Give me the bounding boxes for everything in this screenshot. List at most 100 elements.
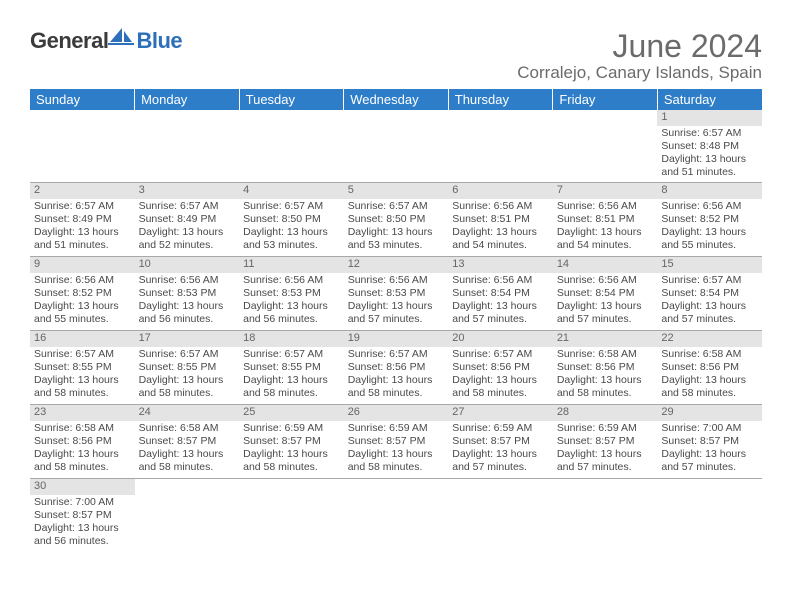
day-cell: 24Sunrise: 6:58 AMSunset: 8:57 PMDayligh…	[135, 405, 240, 479]
sunset-line: Sunset: 8:55 PM	[139, 361, 236, 374]
empty-cell	[239, 110, 344, 183]
day-number: 20	[448, 331, 553, 347]
sunrise-line: Sunrise: 6:59 AM	[243, 422, 340, 435]
daylight-line: Daylight: 13 hours and 55 minutes.	[661, 226, 758, 252]
day-number: 18	[239, 331, 344, 347]
day-cell: 9Sunrise: 6:56 AMSunset: 8:52 PMDaylight…	[30, 257, 135, 331]
day-cell: 18Sunrise: 6:57 AMSunset: 8:55 PMDayligh…	[239, 331, 344, 405]
day-cell: 14Sunrise: 6:56 AMSunset: 8:54 PMDayligh…	[553, 257, 658, 331]
day-number: 27	[448, 405, 553, 421]
sunrise-line: Sunrise: 6:56 AM	[452, 274, 549, 287]
title-block: June 2024 Corralejo, Canary Islands, Spa…	[517, 28, 762, 83]
daylight-line: Daylight: 13 hours and 58 minutes.	[661, 374, 758, 400]
weekday-header: Wednesday	[344, 89, 449, 110]
sunrise-line: Sunrise: 6:57 AM	[661, 274, 758, 287]
day-number: 25	[239, 405, 344, 421]
day-cell: 22Sunrise: 6:58 AMSunset: 8:56 PMDayligh…	[657, 331, 762, 405]
daylight-line: Daylight: 13 hours and 58 minutes.	[243, 374, 340, 400]
day-cell: 20Sunrise: 6:57 AMSunset: 8:56 PMDayligh…	[448, 331, 553, 405]
sunrise-line: Sunrise: 6:57 AM	[34, 200, 131, 213]
sunset-line: Sunset: 8:51 PM	[452, 213, 549, 226]
day-cell: 2Sunrise: 6:57 AMSunset: 8:49 PMDaylight…	[30, 183, 135, 257]
sunrise-line: Sunrise: 6:59 AM	[452, 422, 549, 435]
day-number: 12	[344, 257, 449, 273]
sunrise-line: Sunrise: 6:58 AM	[34, 422, 131, 435]
day-number: 8	[657, 183, 762, 199]
daylight-line: Daylight: 13 hours and 54 minutes.	[557, 226, 654, 252]
day-cell: 8Sunrise: 6:56 AMSunset: 8:52 PMDaylight…	[657, 183, 762, 257]
sunrise-line: Sunrise: 6:59 AM	[348, 422, 445, 435]
sunset-line: Sunset: 8:53 PM	[243, 287, 340, 300]
weekday-header: Saturday	[657, 89, 762, 110]
weekday-header: Sunday	[30, 89, 135, 110]
daylight-line: Daylight: 13 hours and 57 minutes.	[452, 448, 549, 474]
sunset-line: Sunset: 8:54 PM	[557, 287, 654, 300]
day-cell: 17Sunrise: 6:57 AMSunset: 8:55 PMDayligh…	[135, 331, 240, 405]
calendar-table: SundayMondayTuesdayWednesdayThursdayFrid…	[30, 89, 762, 553]
sunset-line: Sunset: 8:49 PM	[34, 213, 131, 226]
daylight-line: Daylight: 13 hours and 53 minutes.	[243, 226, 340, 252]
day-number: 29	[657, 405, 762, 421]
day-number: 30	[30, 479, 135, 495]
day-cell: 6Sunrise: 6:56 AMSunset: 8:51 PMDaylight…	[448, 183, 553, 257]
day-number: 1	[657, 110, 762, 126]
logo-part1: General	[30, 28, 108, 53]
sunset-line: Sunset: 8:52 PM	[34, 287, 131, 300]
daylight-line: Daylight: 13 hours and 56 minutes.	[34, 522, 131, 548]
empty-cell	[553, 479, 658, 553]
day-cell: 13Sunrise: 6:56 AMSunset: 8:54 PMDayligh…	[448, 257, 553, 331]
daylight-line: Daylight: 13 hours and 57 minutes.	[452, 300, 549, 326]
sunset-line: Sunset: 8:49 PM	[139, 213, 236, 226]
calendar-row: 1Sunrise: 6:57 AMSunset: 8:48 PMDaylight…	[30, 110, 762, 183]
daylight-line: Daylight: 13 hours and 58 minutes.	[348, 374, 445, 400]
sunset-line: Sunset: 8:56 PM	[452, 361, 549, 374]
day-cell: 16Sunrise: 6:57 AMSunset: 8:55 PMDayligh…	[30, 331, 135, 405]
day-number: 2	[30, 183, 135, 199]
day-number: 24	[135, 405, 240, 421]
daylight-line: Daylight: 13 hours and 51 minutes.	[34, 226, 131, 252]
day-number: 10	[135, 257, 240, 273]
sunrise-line: Sunrise: 6:57 AM	[661, 127, 758, 140]
location: Corralejo, Canary Islands, Spain	[517, 63, 762, 83]
daylight-line: Daylight: 13 hours and 57 minutes.	[661, 300, 758, 326]
calendar-body: 1Sunrise: 6:57 AMSunset: 8:48 PMDaylight…	[30, 110, 762, 553]
daylight-line: Daylight: 13 hours and 58 minutes.	[452, 374, 549, 400]
day-cell: 15Sunrise: 6:57 AMSunset: 8:54 PMDayligh…	[657, 257, 762, 331]
empty-cell	[30, 110, 135, 183]
day-number: 15	[657, 257, 762, 273]
sunrise-line: Sunrise: 7:00 AM	[34, 496, 131, 509]
day-cell: 25Sunrise: 6:59 AMSunset: 8:57 PMDayligh…	[239, 405, 344, 479]
empty-cell	[135, 479, 240, 553]
day-number: 6	[448, 183, 553, 199]
logo: General Blue	[30, 28, 182, 54]
daylight-line: Daylight: 13 hours and 56 minutes.	[243, 300, 340, 326]
day-cell: 12Sunrise: 6:56 AMSunset: 8:53 PMDayligh…	[344, 257, 449, 331]
sunset-line: Sunset: 8:53 PM	[139, 287, 236, 300]
day-number: 23	[30, 405, 135, 421]
daylight-line: Daylight: 13 hours and 52 minutes.	[139, 226, 236, 252]
sunrise-line: Sunrise: 6:57 AM	[243, 348, 340, 361]
sunset-line: Sunset: 8:57 PM	[348, 435, 445, 448]
daylight-line: Daylight: 13 hours and 51 minutes.	[661, 153, 758, 179]
day-cell: 11Sunrise: 6:56 AMSunset: 8:53 PMDayligh…	[239, 257, 344, 331]
sunrise-line: Sunrise: 6:56 AM	[34, 274, 131, 287]
day-cell: 23Sunrise: 6:58 AMSunset: 8:56 PMDayligh…	[30, 405, 135, 479]
day-cell: 27Sunrise: 6:59 AMSunset: 8:57 PMDayligh…	[448, 405, 553, 479]
sunrise-line: Sunrise: 6:56 AM	[243, 274, 340, 287]
sunrise-line: Sunrise: 6:56 AM	[452, 200, 549, 213]
empty-cell	[448, 479, 553, 553]
weekday-header: Tuesday	[239, 89, 344, 110]
sunrise-line: Sunrise: 6:57 AM	[348, 348, 445, 361]
sunrise-line: Sunrise: 6:56 AM	[557, 200, 654, 213]
day-number: 26	[344, 405, 449, 421]
calendar-row: 9Sunrise: 6:56 AMSunset: 8:52 PMDaylight…	[30, 257, 762, 331]
day-number: 17	[135, 331, 240, 347]
sunset-line: Sunset: 8:53 PM	[348, 287, 445, 300]
sunrise-line: Sunrise: 6:57 AM	[139, 348, 236, 361]
logo-text-2: Blue	[136, 28, 182, 54]
daylight-line: Daylight: 13 hours and 54 minutes.	[452, 226, 549, 252]
weekday-header: Friday	[553, 89, 658, 110]
sunset-line: Sunset: 8:57 PM	[452, 435, 549, 448]
sunrise-line: Sunrise: 6:56 AM	[557, 274, 654, 287]
day-cell: 30Sunrise: 7:00 AMSunset: 8:57 PMDayligh…	[30, 479, 135, 553]
